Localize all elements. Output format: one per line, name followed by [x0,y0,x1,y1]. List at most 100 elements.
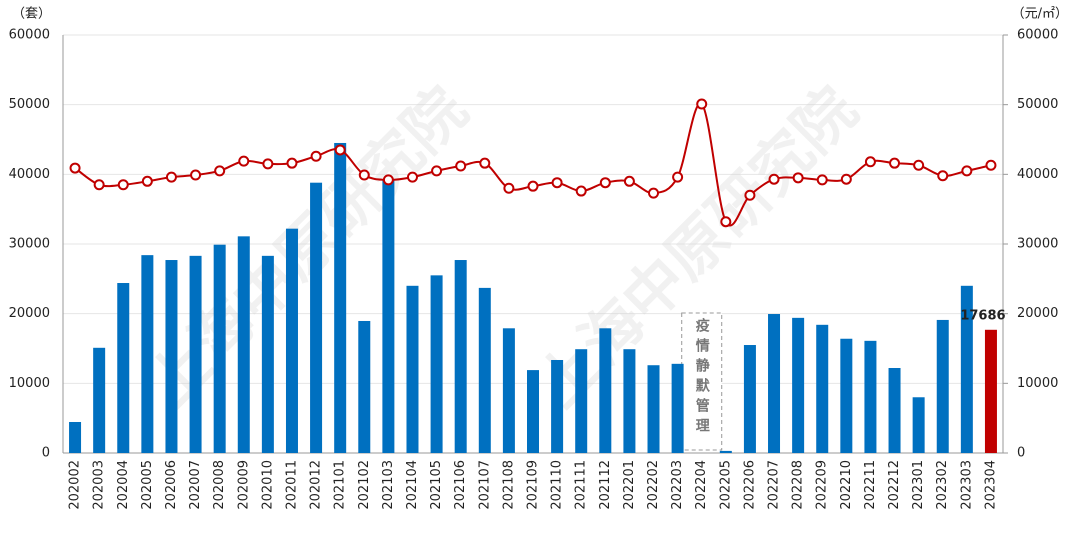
y-tick-label: 40000 [9,167,50,182]
point [358,169,370,181]
x-tick-label: 202108 [501,460,516,510]
y-tick-label: 60000 [9,28,50,43]
data-label: 17686 [960,308,1005,323]
point [69,162,81,174]
bar [285,228,298,453]
x-tick-label: 202207 [767,460,782,510]
y2-tick-label: 50000 [1017,97,1058,112]
y2-tick-label: 20000 [1017,306,1058,321]
bar [888,368,901,453]
x-tick-label: 202003 [92,460,107,510]
bar [960,285,973,453]
line [74,102,992,227]
y-tick-label: 20000 [9,306,50,321]
x-tick-label: 202104 [405,460,420,510]
bar [527,370,539,453]
point [768,173,780,185]
point [672,171,684,183]
x-tick-label: 202204 [694,460,709,510]
point [792,172,804,184]
y2-tick-label: 40000 [1017,167,1058,182]
x-tick-label: 202203 [670,460,685,510]
bar [165,260,178,453]
point [648,187,660,199]
bar [743,345,756,453]
bar [334,142,347,453]
point [479,157,491,169]
bar [454,260,467,453]
point [840,173,852,185]
y-tick-label: 30000 [9,237,50,252]
annotation-box [681,312,723,451]
x-tick-label: 202111 [574,460,589,510]
x-tick-label: 202106 [453,460,468,510]
point [93,179,105,191]
x-tick-label: 202002 [68,460,83,510]
bar [647,365,660,453]
bar [213,244,226,453]
point [937,170,949,182]
point [889,157,901,169]
point [141,175,153,187]
x-tick-label: 202103 [381,460,396,510]
y2-tick-label: 0 [1017,446,1025,461]
y2-unit: （元/㎡） [1012,7,1068,22]
point [214,165,226,177]
bar [117,283,130,453]
point [334,144,346,156]
x-tick-label: 202007 [188,460,203,510]
x-tick-label: 202208 [791,460,806,510]
point [623,175,635,187]
x-tick-label: 202210 [839,460,854,510]
bar [671,363,684,453]
bar [551,359,564,453]
x-tick-label: 202004 [116,460,131,510]
point [117,179,129,191]
y2-tick-label: 30000 [1017,237,1058,252]
bar [382,179,395,453]
point [599,177,611,189]
bar [189,255,202,453]
point [985,159,997,171]
bar [310,182,323,453]
bar [936,319,949,453]
point [744,189,756,201]
bar [69,421,82,453]
point [720,216,732,228]
x-tick-label: 202303 [959,460,974,510]
bar [792,317,805,453]
x-tick-label: 202302 [935,460,950,510]
bar [840,338,853,453]
x-tick-label: 202005 [140,460,155,510]
point [913,159,925,171]
bar [93,347,106,453]
bar [141,255,154,453]
x-tick-label: 202109 [526,460,541,510]
x-tick-label: 202107 [477,460,492,510]
x-tick-label: 202010 [260,460,275,510]
bar [406,285,419,453]
bar [502,328,515,453]
bar [430,275,443,453]
x-tick-label: 202212 [887,460,902,510]
x-tick-label: 202206 [742,460,757,510]
point [551,177,563,189]
bar [261,255,274,453]
bar [599,328,612,453]
x-tick-label: 202011 [284,460,299,510]
bar [575,349,588,453]
bar [237,236,250,453]
bar [984,329,997,453]
point [575,185,587,197]
y-tick-label: 10000 [9,376,50,391]
x-tick-label: 202201 [622,460,637,510]
y-unit: （套） [12,6,51,22]
x-tick-label: 202202 [646,460,661,510]
bar [719,450,732,453]
y-tick-label: 0 [42,446,50,461]
x-tick-label: 202009 [236,460,251,510]
x-tick-label: 202205 [718,460,733,510]
x-tick-label: 202304 [983,460,998,510]
bar [478,287,491,453]
